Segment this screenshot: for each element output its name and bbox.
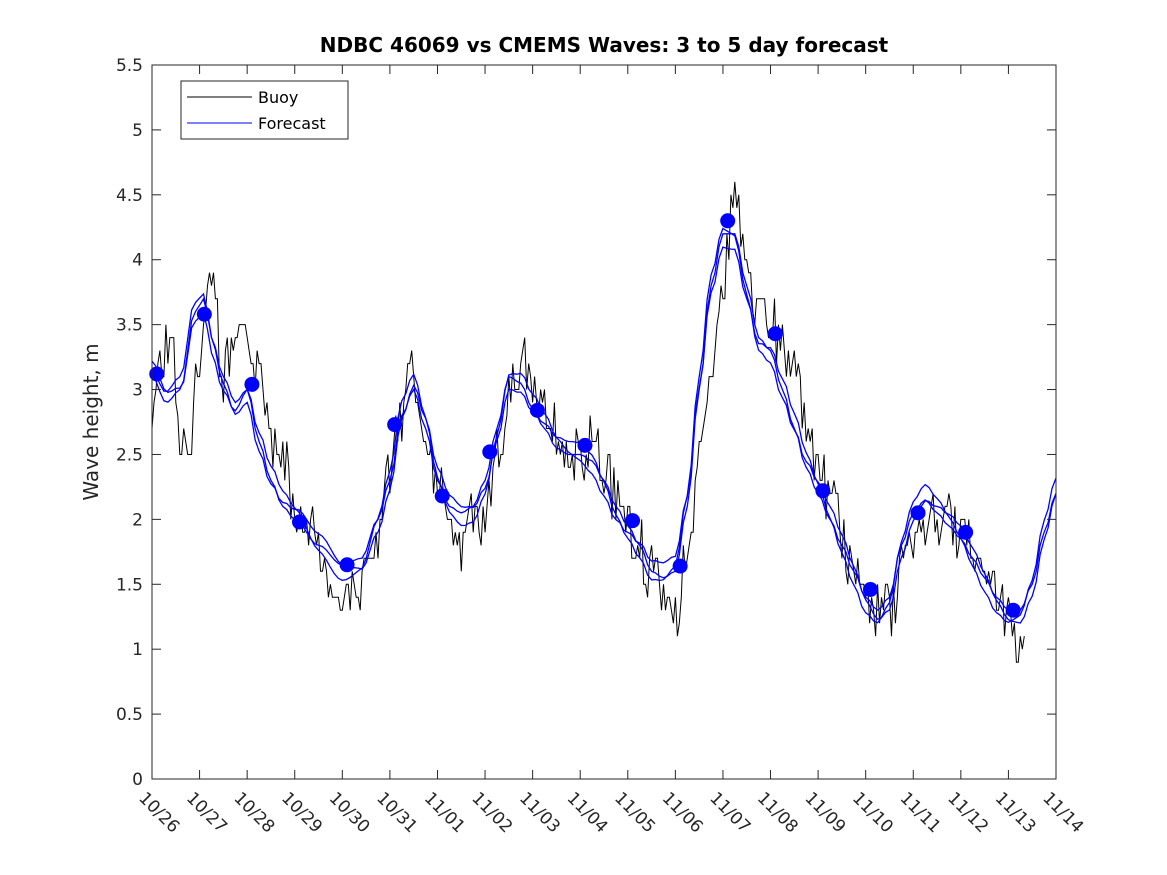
y-tick-label: 4	[132, 251, 143, 271]
y-tick-label: 1.5	[116, 575, 143, 595]
forecast-marker	[291, 514, 307, 530]
forecast-marker	[577, 437, 593, 453]
y-tick-label: 2	[132, 510, 143, 530]
chart-title: NDBC 46069 vs CMEMS Waves: 3 to 5 day fo…	[320, 33, 889, 57]
legend-box	[180, 80, 349, 140]
y-tick-label: 0	[132, 770, 143, 790]
y-tick-label: 2.5	[116, 445, 143, 465]
y-tick-label: 5	[132, 121, 143, 141]
legend: Buoy Forecast	[180, 80, 349, 140]
legend-label-buoy: Buoy	[258, 88, 298, 107]
forecast-marker	[1005, 602, 1021, 618]
series-line-forecast	[151, 227, 1057, 624]
y-tick-label: 4.5	[116, 186, 143, 206]
axes-frame	[151, 64, 1057, 780]
forecast-marker	[958, 524, 974, 540]
forecast-marker	[862, 581, 878, 597]
plot-area	[152, 65, 1056, 779]
forecast-marker	[196, 306, 212, 322]
y-tick-label: 3.5	[116, 316, 143, 336]
y-axis-label: Wave height, m	[79, 343, 103, 500]
forecast-marker	[672, 558, 688, 574]
y-tick-label: 0.5	[116, 705, 143, 725]
forecast-marker	[910, 505, 926, 521]
y-tick-label: 5.5	[116, 56, 143, 76]
forecast-marker	[720, 213, 736, 229]
marker-layer	[149, 213, 1021, 618]
forecast-marker	[339, 557, 355, 573]
forecast-marker	[482, 444, 498, 460]
forecast-marker	[529, 402, 545, 418]
forecast-marker	[815, 483, 831, 499]
forecast-marker	[434, 488, 450, 504]
forecast-marker	[387, 417, 403, 433]
y-axis: 0 0.5 1 1.5 2 2.5 3 3.5 4 4.5 5 5.5	[116, 56, 1056, 790]
forecast-marker	[625, 513, 641, 529]
forecast-marker	[767, 326, 783, 342]
y-tick-label: 3	[132, 381, 143, 401]
y-tick-label: 1	[132, 640, 143, 660]
legend-label-forecast: Forecast	[258, 114, 326, 133]
forecast-marker	[149, 366, 165, 382]
forecast-marker	[244, 376, 260, 392]
